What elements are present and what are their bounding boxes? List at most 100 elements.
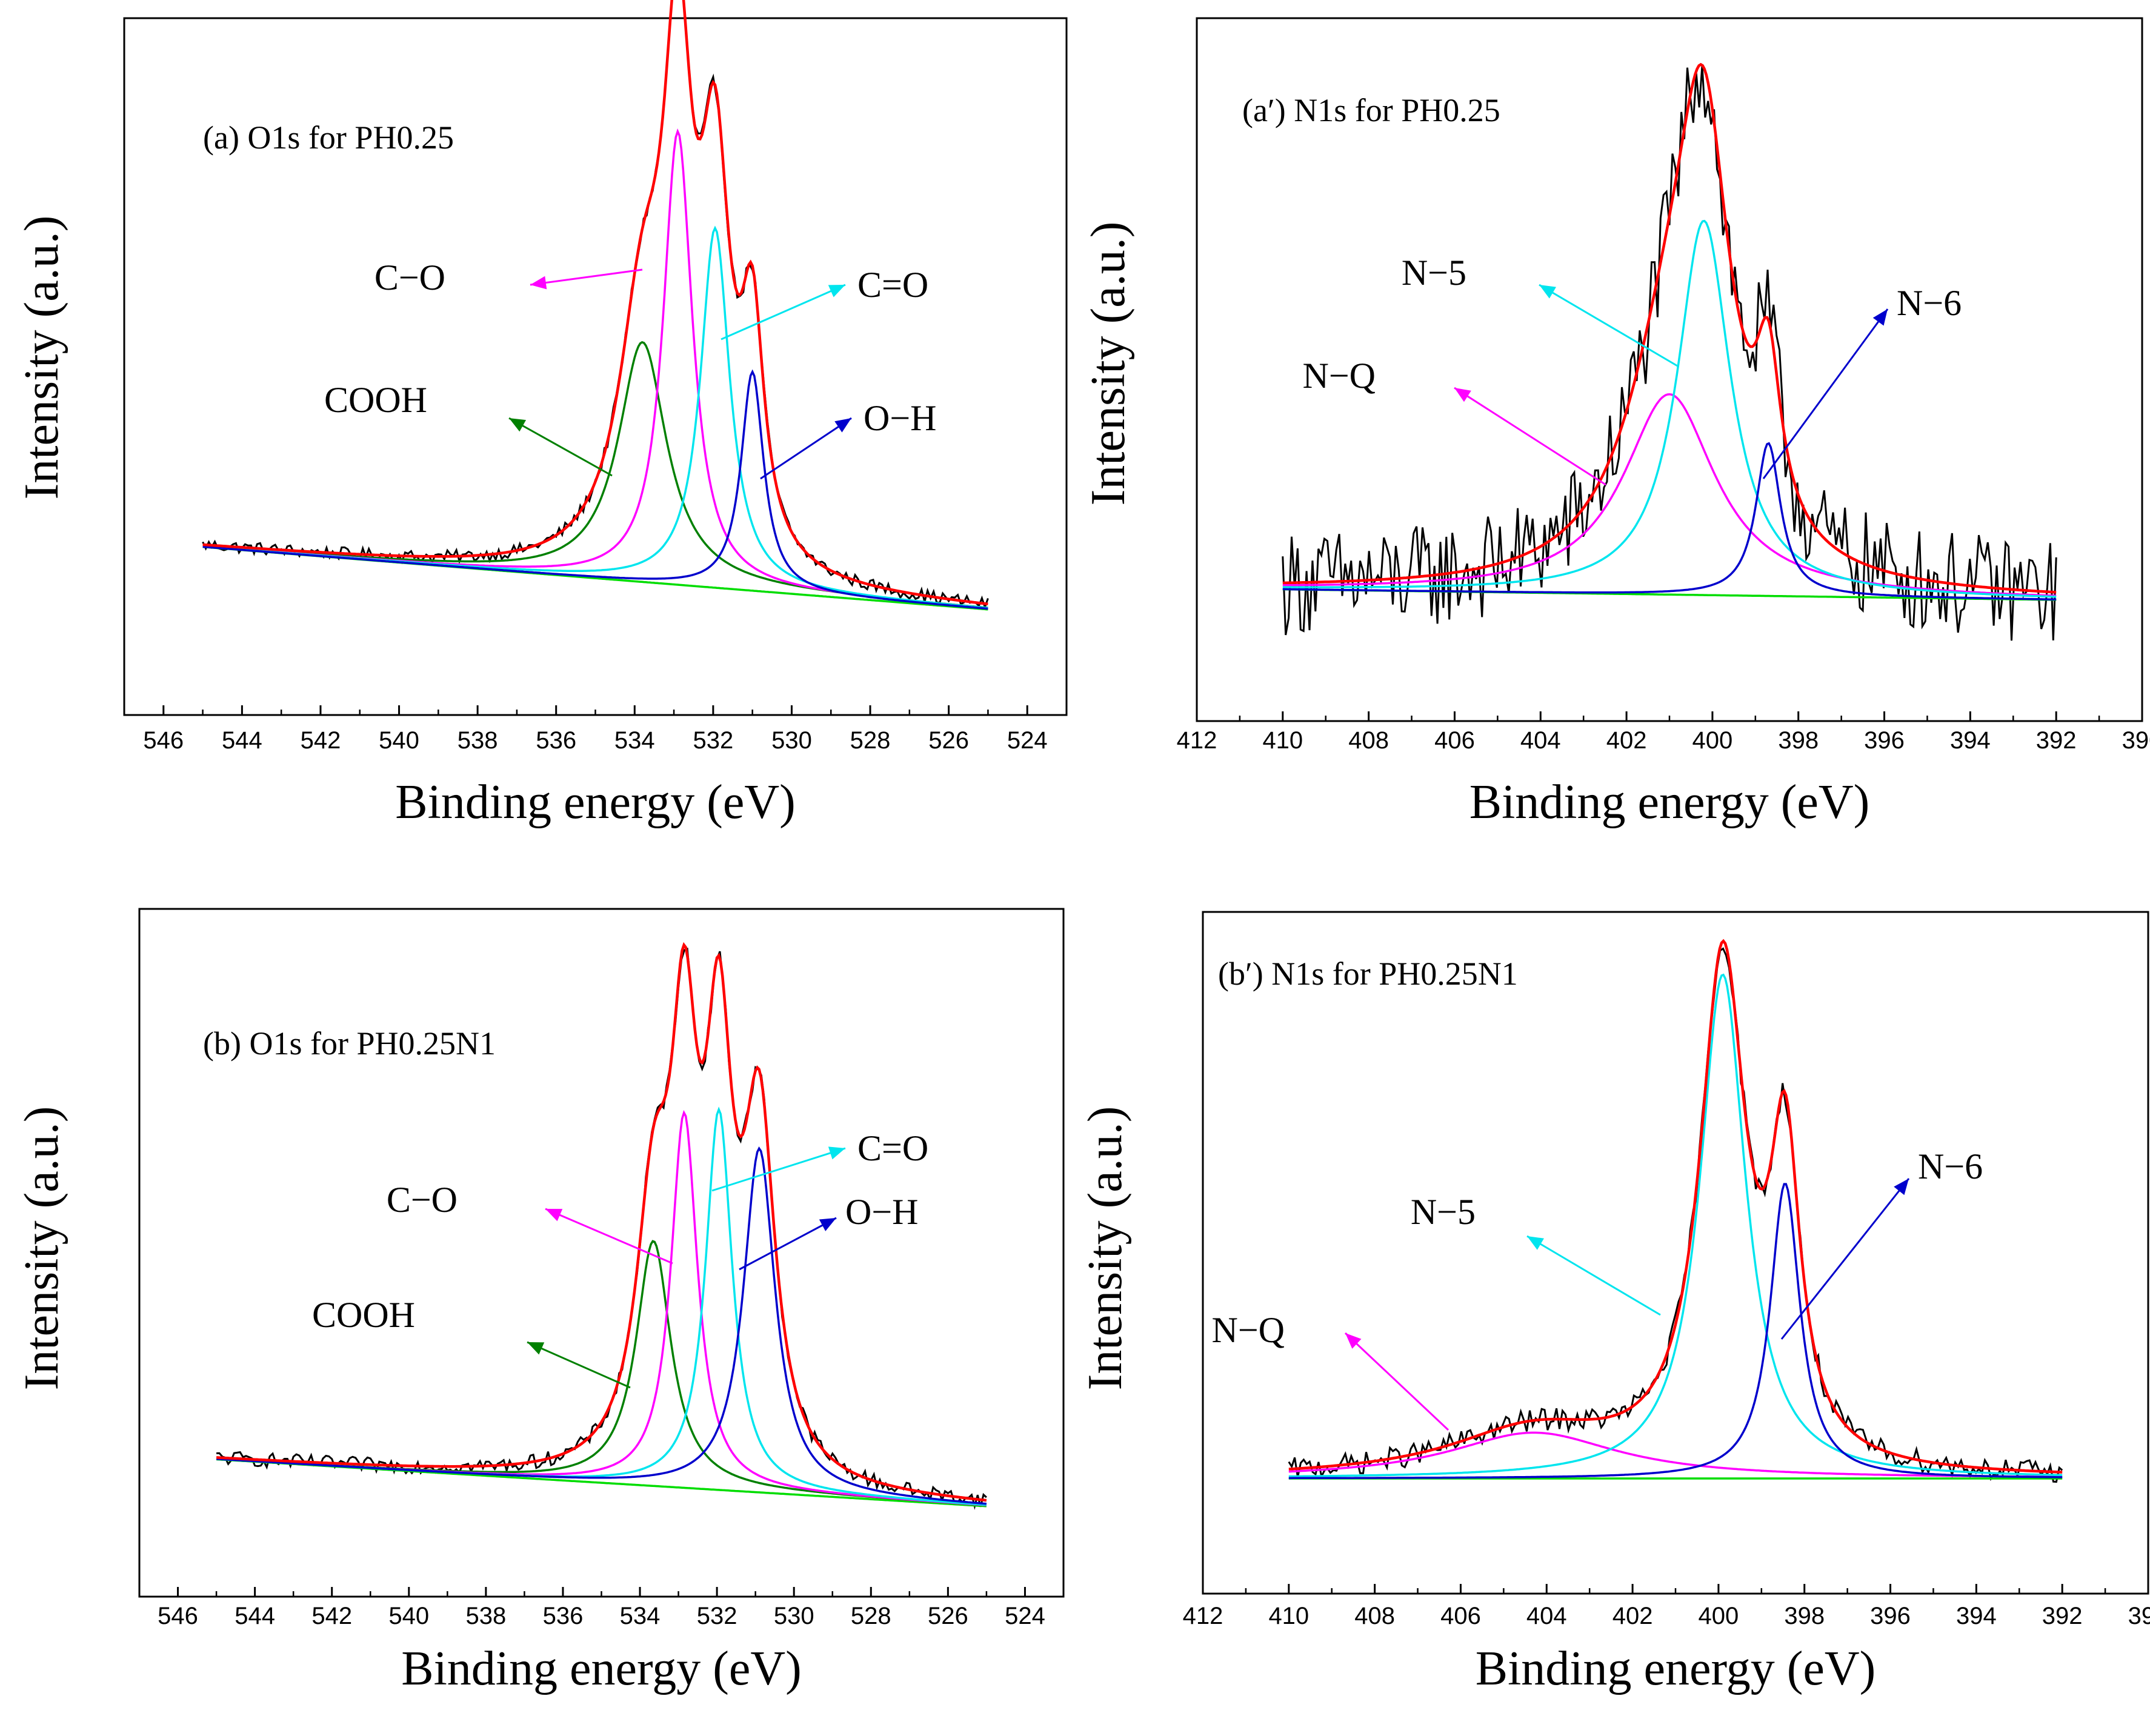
x-tick-label: 534: [620, 1603, 661, 1629]
component-n-5-curve: [1282, 219, 2057, 598]
annotation-arrow: [1526, 1235, 1661, 1316]
x-tick-label: 408: [1354, 1603, 1395, 1629]
annotation-label-n-6: N−6: [1918, 1146, 1983, 1186]
fit-envelope: [216, 942, 987, 1502]
x-tick-label: 544: [235, 1603, 275, 1629]
panel-a-prime: 412 410 408 406 404 402 400 398 396 394 392 390 Bind…: [1082, 17, 2150, 829]
annotation-arrow: [1454, 387, 1606, 486]
x-axis-title: Binding energy (eV): [1469, 776, 1870, 829]
component-o-h-curve: [202, 369, 988, 610]
fit-envelope: [1282, 62, 2057, 594]
annotation-label-c-o: C−O: [387, 1180, 458, 1220]
x-tick-label: 398: [1784, 1603, 1825, 1629]
x-tick-label: 532: [693, 727, 734, 754]
panel-title: (b′) N1s for PH0.25N1: [1218, 956, 1518, 992]
x-tick-label: 400: [1699, 1603, 1739, 1629]
annotation-label-n-5: N−5: [1411, 1192, 1476, 1232]
x-tick-label: 410: [1268, 1603, 1309, 1629]
annotation-arrow: [711, 1147, 846, 1192]
raw-spectrum: [1288, 947, 2063, 1483]
x-tick-label: 536: [543, 1603, 584, 1629]
x-tick-label: 536: [536, 727, 576, 754]
component-n-5-curve: [1288, 973, 2063, 1478]
annotation-label-cooh: COOH: [312, 1295, 415, 1335]
x-tick-label: 402: [1606, 727, 1647, 754]
annotation-label-n-q: N−Q: [1303, 356, 1376, 396]
panel-a: 546 544 542 540 538 536 534 532 530 528 526 524 Bind…: [15, 0, 1068, 829]
annotation-arrow: [1780, 1178, 1910, 1340]
x-tick-label: 526: [928, 1603, 968, 1629]
y-axis-title: Intensity (a.u.): [1079, 1106, 1132, 1391]
panel-title: (b) O1s for PH0.25N1: [203, 1025, 496, 1062]
x-tick-label: 546: [158, 1603, 198, 1629]
x-tick-label: 542: [311, 1603, 352, 1629]
annotation-arrowhead: [834, 418, 851, 433]
x-tick-label: 392: [2036, 727, 2077, 754]
y-axis-title: Intensity (a.u.): [1082, 222, 1135, 506]
x-tick-label: 404: [1520, 727, 1561, 754]
annotation-label-o-h: O−H: [845, 1192, 919, 1232]
x-tick-label: 540: [379, 727, 419, 754]
x-tick-label: 396: [1864, 727, 1905, 754]
x-tick-label: 406: [1440, 1603, 1481, 1629]
component-cooh-curve: [202, 341, 988, 609]
x-tick-label: 524: [1007, 727, 1048, 754]
x-tick-label: 546: [143, 727, 184, 754]
y-axis-title: Intensity (a.u.): [15, 216, 68, 500]
y-axis-title: Intensity (a.u.): [15, 1106, 68, 1391]
component-n-q-curve: [1282, 393, 2057, 597]
fit-envelope: [1288, 939, 2063, 1474]
x-tick-label: 538: [466, 1603, 507, 1629]
annotation-arrow: [1539, 284, 1679, 368]
annotation-arrow: [530, 268, 643, 286]
x-tick-label: 528: [850, 727, 891, 754]
annotation-arrowhead: [1527, 1236, 1544, 1250]
annotation-label-c=o: C=O: [857, 265, 928, 305]
component-o-h-curve: [216, 1146, 987, 1505]
fit-envelope: [202, 0, 988, 606]
annotation-arrowhead: [545, 1209, 563, 1222]
annotation-arrow: [1344, 1332, 1449, 1431]
x-tick-label: 530: [774, 1603, 814, 1629]
panel-b-prime: 412 410 408 406 404 402 400 398 396 394 392 390 Bind…: [1079, 911, 2150, 1695]
x-tick-label: 534: [614, 727, 655, 754]
annotation-arrow: [760, 417, 852, 480]
x-tick-label: 408: [1348, 727, 1389, 754]
x-tick-label: 540: [388, 1603, 429, 1629]
annotation-label-c-o: C−O: [374, 258, 445, 298]
annotation-arrow: [721, 284, 846, 341]
x-tick-label: 526: [928, 727, 969, 754]
annotation-label-n-6: N−6: [1897, 283, 1962, 323]
annotation-label-n-q: N−Q: [1212, 1310, 1285, 1350]
annotation-label-o-h: O−H: [864, 398, 937, 438]
annotation-arrowhead: [1872, 309, 1888, 326]
x-axis-title: Binding energy (eV): [401, 1642, 802, 1695]
panel-b: 546 544 542 540 538 536 534 532 530 528 526 524 Bind…: [15, 908, 1065, 1695]
x-tick-label: 530: [771, 727, 812, 754]
annotation-arrowhead: [530, 276, 547, 290]
x-tick-label: 394: [1956, 1603, 1997, 1629]
x-tick-label: 412: [1183, 1603, 1223, 1629]
annotation-arrowhead: [1454, 388, 1471, 402]
x-tick-label: 528: [851, 1603, 891, 1629]
x-tick-label: 392: [2042, 1603, 2083, 1629]
x-tick-label: 412: [1177, 727, 1217, 754]
x-axis-title: Binding energy (eV): [395, 776, 796, 829]
x-tick-label: 398: [1778, 727, 1819, 754]
x-tick-label: 404: [1526, 1603, 1567, 1629]
panel-title: (a) O1s for PH0.25: [203, 119, 454, 156]
annotation-arrow: [1762, 308, 1889, 479]
annotation-arrowhead: [1345, 1333, 1362, 1349]
x-tick-label: 538: [458, 727, 498, 754]
x-tick-label: 402: [1612, 1603, 1653, 1629]
x-tick-label: 406: [1434, 727, 1475, 754]
annotation-label-n-5: N−5: [1402, 253, 1466, 293]
panel-title: (a′) N1s for PH0.25: [1242, 92, 1500, 128]
x-tick-label: 544: [222, 727, 262, 754]
annotation-label-cooh: COOH: [324, 380, 427, 420]
annotation-arrowhead: [819, 1218, 836, 1231]
x-tick-label: 400: [1692, 727, 1733, 754]
x-axis-title: Binding energy (eV): [1476, 1642, 1876, 1695]
plot-frame: [1202, 911, 2149, 1595]
